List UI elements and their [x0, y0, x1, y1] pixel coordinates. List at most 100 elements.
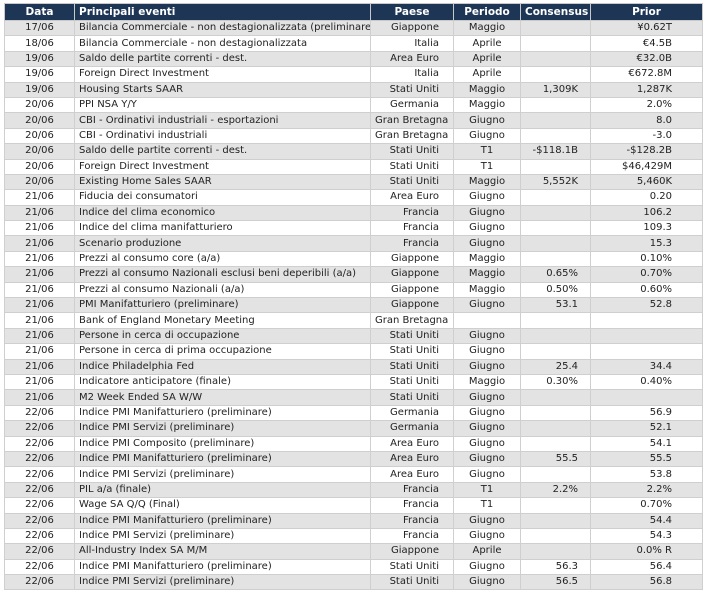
table-cell: 56.3: [520, 558, 591, 576]
table-row: 21/06 Prezzi al consumo core (a/a) Giappon…: [4, 250, 703, 268]
table-cell: [590, 343, 703, 360]
table-cell: 21/06: [4, 220, 75, 237]
table-cell: 22/06: [4, 512, 75, 529]
table-cell: Francia: [370, 512, 454, 529]
table-cell: Saldo delle partite correnti - dest.: [74, 143, 371, 160]
table-cell: 18/06: [4, 35, 75, 52]
table-cell: Francia: [370, 527, 454, 545]
table-cell: Giugno: [453, 512, 521, 529]
table-cell: [520, 327, 591, 345]
table-cell: [520, 512, 591, 529]
table-row: 22/06 Indice PMI Servizi (preliminare) Fra…: [4, 527, 703, 545]
table-cell: PMI Manifatturiero (preliminare): [74, 297, 371, 314]
table-cell: 19/06: [4, 66, 75, 83]
table-cell: Giugno: [453, 420, 521, 437]
table-cell: 20/06: [4, 158, 75, 175]
table-cell: 21/06: [4, 312, 75, 329]
table-cell: 54.1: [590, 435, 703, 452]
table-cell: Francia: [370, 220, 454, 237]
table-cell: Indice del clima economico: [74, 204, 371, 222]
table-cell: 21/06: [4, 235, 75, 252]
table-cell: Indice Philadelphia Fed: [74, 358, 371, 375]
table-cell: [520, 250, 591, 268]
table-cell: Giugno: [453, 389, 521, 406]
table-row: 21/06 Indice del clima manifatturiero Fran…: [4, 220, 703, 237]
table-cell: Maggio: [453, 81, 521, 98]
table-row: 22/06 Indice PMI Manifatturiero (prelimin…: [4, 558, 703, 576]
table-cell: 22/06: [4, 558, 75, 576]
table-row: 22/06 Indice PMI Manifatturiero (prelimin…: [4, 512, 703, 529]
table-cell: 0.40%: [590, 373, 703, 391]
table-cell: Italia: [370, 35, 454, 52]
table-cell: 21/06: [4, 389, 75, 406]
table-cell: 22/06: [4, 435, 75, 452]
table-row: 21/06 Persone in cerca di occupazione Stat…: [4, 327, 703, 345]
table-cell: Francia: [370, 235, 454, 252]
table-cell: 0.70%: [590, 497, 703, 514]
table-cell: 1,309K: [520, 81, 591, 98]
table-cell: 21/06: [4, 373, 75, 391]
table-cell: 56.4: [590, 558, 703, 576]
table-row: 18/06 Bilancia Commerciale - non destagio…: [4, 35, 703, 52]
header-cell: Consensus: [520, 3, 591, 21]
table-cell: Germania: [370, 96, 454, 114]
table-cell: 0.60%: [590, 281, 703, 299]
table-cell: 0.30%: [520, 373, 591, 391]
table-cell: 54.4: [590, 512, 703, 529]
table-cell: Indice PMI Manifatturiero (preliminare): [74, 558, 371, 576]
table-cell: [520, 435, 591, 452]
table-cell: PIL a/a (finale): [74, 481, 371, 499]
table-cell: Maggio: [453, 373, 521, 391]
table-cell: 19/06: [4, 81, 75, 98]
table-cell: 22/06: [4, 574, 75, 591]
table-row: 20/06 Existing Home Sales SAAR Stati Uniti…: [4, 173, 703, 191]
table-cell: 22/06: [4, 404, 75, 422]
table-cell: [520, 389, 591, 406]
table-cell: 34.4: [590, 358, 703, 375]
table-cell: 20/06: [4, 143, 75, 160]
table-cell: [520, 497, 591, 514]
table-cell: CBI - Ordinativi industriali - esportazi…: [74, 112, 371, 129]
table-row: 22/06 Indice PMI Manifatturiero (prelimin…: [4, 404, 703, 422]
table-cell: 109.3: [590, 220, 703, 237]
table-cell: 53.8: [590, 466, 703, 483]
table-row: 22/06 Wage SA Q/Q (Final) Francia T1 0.70%: [4, 497, 703, 514]
table-cell: -$128.2B: [590, 143, 703, 160]
table-row: 19/06 Foreign Direct Investment Italia Apri…: [4, 66, 703, 83]
table-cell: [520, 35, 591, 52]
table-cell: 0.10%: [590, 250, 703, 268]
table-cell: 8.0: [590, 112, 703, 129]
table-cell: Stati Uniti: [370, 143, 454, 160]
table-cell: €672.8M: [590, 66, 703, 83]
table-row: 19/06 Housing Starts SAAR Stati Uniti Maggi…: [4, 81, 703, 98]
table-cell: Indice PMI Servizi (preliminare): [74, 420, 371, 437]
table-cell: Gran Bretagna: [370, 312, 454, 329]
table-cell: 21/06: [4, 327, 75, 345]
table-cell: PPI NSA Y/Y: [74, 96, 371, 114]
table-cell: Giugno: [453, 235, 521, 252]
table-cell: [520, 466, 591, 483]
table-cell: 52.8: [590, 297, 703, 314]
table-cell: Indice PMI Servizi (preliminare): [74, 527, 371, 545]
table-cell: 22/06: [4, 420, 75, 437]
table-cell: Stati Uniti: [370, 373, 454, 391]
table-cell: 21/06: [4, 358, 75, 375]
table-row: 21/06 Indicatore anticipatore (finale) Sta…: [4, 373, 703, 391]
table-cell: Giugno: [453, 466, 521, 483]
table-cell: 21/06: [4, 343, 75, 360]
table-cell: 56.8: [590, 574, 703, 591]
table-cell: Indice PMI Manifatturiero (preliminare): [74, 512, 371, 529]
table-cell: Maggio: [453, 250, 521, 268]
table-cell: Stati Uniti: [370, 343, 454, 360]
table-cell: Stati Uniti: [370, 81, 454, 98]
table-cell: 5,460K: [590, 173, 703, 191]
table-cell: Giugno: [453, 558, 521, 576]
table-row: 21/06 PMI Manifatturiero (preliminare) Gia…: [4, 297, 703, 314]
table-cell: 0.20: [590, 189, 703, 206]
table-row: 21/06 Persone in cerca di prima occupazio…: [4, 343, 703, 360]
table-cell: Giugno: [453, 327, 521, 345]
table-cell: [520, 66, 591, 83]
table-cell: Bilancia Commerciale - non destagionaliz…: [74, 35, 371, 52]
table-cell: [590, 312, 703, 329]
